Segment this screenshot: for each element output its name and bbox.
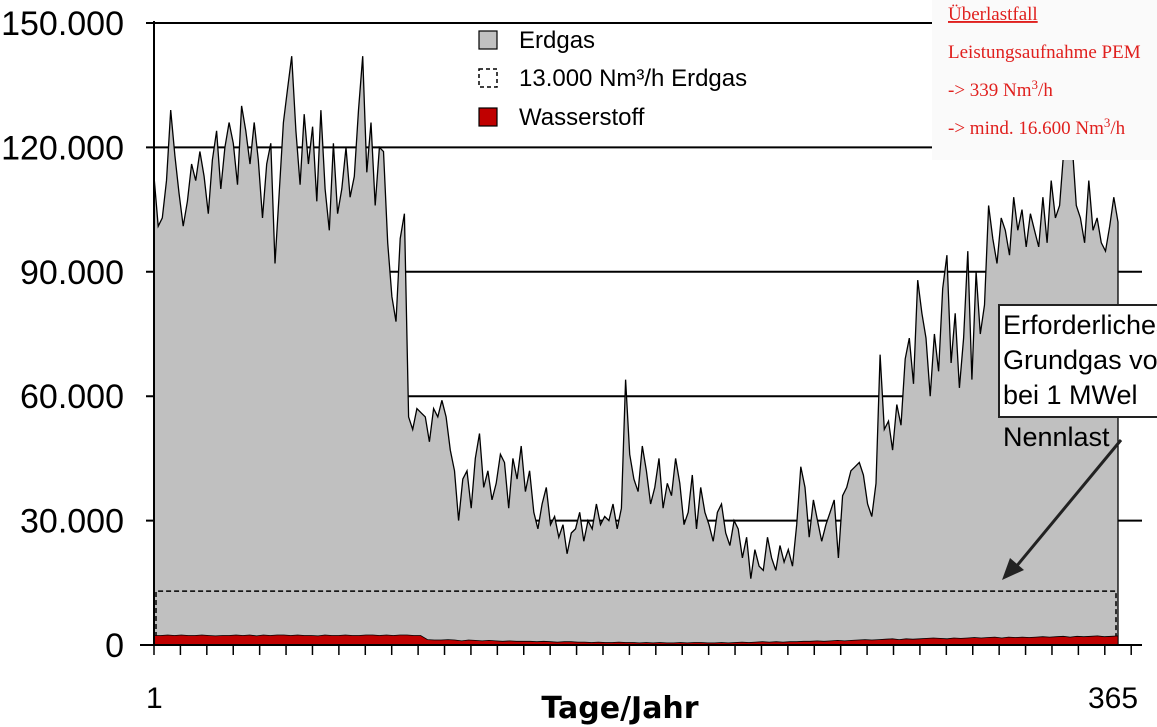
legend-label-grundgas: 13.000 Nm³/h Erdgas	[519, 65, 747, 92]
callout-line4: Nennlast	[1003, 422, 1110, 452]
callout-line2: Grundgas von	[1003, 345, 1157, 375]
overload-line2: -> 339 Nm3/h	[948, 77, 1053, 101]
callout-box	[998, 304, 1157, 418]
x-tick-label-start: 1	[146, 682, 163, 715]
y-tick-label-0: 0	[105, 627, 124, 665]
erdgas-line	[153, 56, 1119, 645]
overload-note-background	[932, 0, 1157, 160]
x-tick-label-end: 365	[1088, 682, 1138, 715]
wasserstoff-area	[153, 634, 1119, 646]
overload-note: Überlastfall Leistungsaufnahme PEM -> 33…	[932, 0, 1157, 160]
erdgas-area	[154, 56, 1118, 645]
y-tick-label-3: 90.000	[20, 254, 124, 292]
overload-line2-prefix: -> 339 Nm	[948, 80, 1032, 101]
overload-line3-prefix: -> mind. 16.600 Nm	[948, 118, 1104, 139]
y-tick-label-2: 60.000	[20, 378, 124, 416]
y-tick-labels: 0 30.000 60.000 90.000 120.000 150.000	[1, 5, 124, 665]
callout-arrow-head	[1002, 558, 1024, 580]
y-tick-label-1: 30.000	[20, 503, 124, 541]
callout-line1: Erforderliches	[1003, 310, 1157, 340]
legend-swatch-grundgas	[478, 68, 498, 88]
callout-line3: bei 1 MWel	[1003, 380, 1138, 410]
overload-line2-suffix: /h	[1038, 80, 1053, 101]
grundgas-callout: Erforderliches Grundgas von bei 1 MWel N…	[998, 304, 1157, 580]
overload-line3-sup: 3	[1104, 115, 1111, 130]
legend-swatch-erdgas	[478, 30, 498, 50]
y-tick-label-4: 120.000	[1, 129, 124, 167]
series-layer	[153, 56, 1119, 646]
overload-title: Überlastfall	[948, 4, 1038, 25]
overload-line1: Leistungsaufnahme PEM	[948, 42, 1141, 63]
legend-label-erdgas: Erdgas	[519, 27, 595, 54]
legend-label-wasserstoff: Wasserstoff	[519, 104, 645, 131]
legend: Erdgas 13.000 Nm³/h Erdgas Wasserstoff	[478, 27, 747, 131]
y-tick-label-5: 150.000	[1, 5, 124, 43]
x-axis-label: Tage/Jahr	[541, 691, 698, 726]
overload-line2-sup: 3	[1032, 77, 1039, 92]
legend-swatch-wasserstoff	[478, 107, 498, 127]
overload-line3: -> mind. 16.600 Nm3/h	[948, 115, 1126, 139]
overload-line3-suffix: /h	[1110, 118, 1125, 139]
callout-arrow-line	[1013, 439, 1123, 569]
axes	[140, 21, 1142, 655]
grundgas-dashed-line	[155, 590, 1117, 645]
